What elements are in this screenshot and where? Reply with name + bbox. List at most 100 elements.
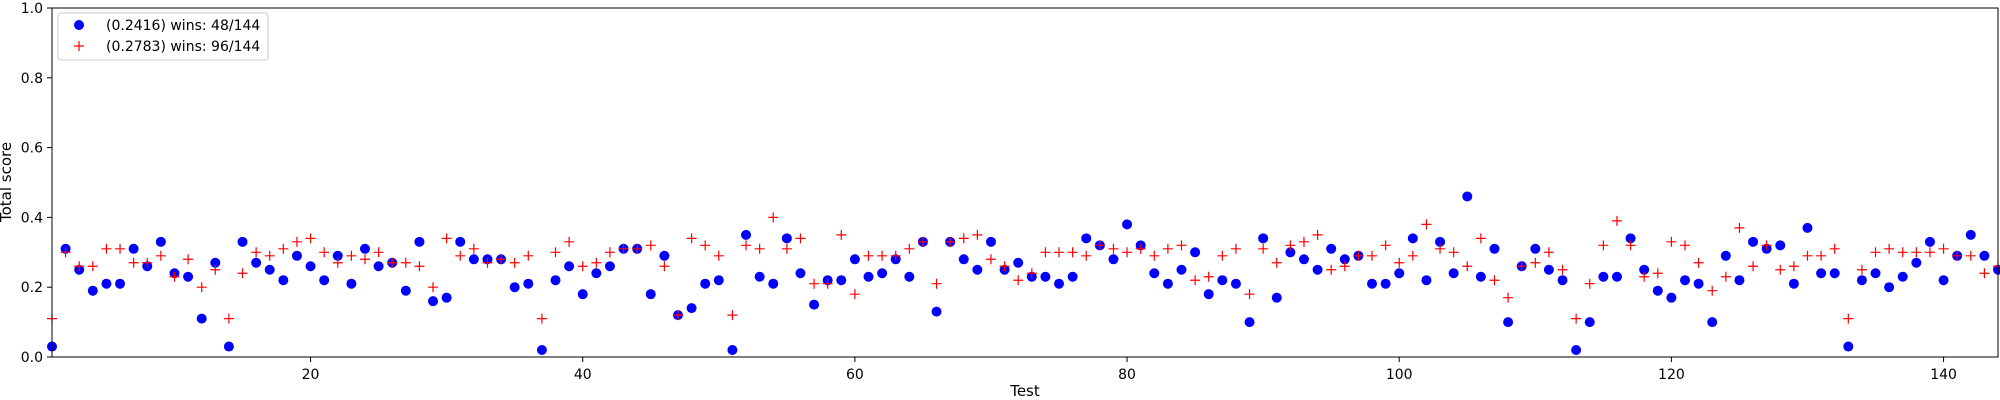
data-point-circle bbox=[550, 275, 561, 286]
data-point-plus bbox=[1693, 257, 1704, 268]
data-point-circle bbox=[183, 271, 194, 282]
data-point-plus bbox=[1843, 313, 1854, 324]
data-point-circle bbox=[645, 289, 656, 300]
data-point-circle bbox=[1067, 271, 1078, 282]
data-point-circle bbox=[210, 257, 221, 268]
data-point-plus bbox=[251, 247, 262, 258]
data-point-plus bbox=[1775, 264, 1786, 275]
data-point-plus bbox=[741, 240, 752, 251]
data-point-plus bbox=[659, 261, 670, 272]
y-axis: 0.0 0.2 0.4 0.6 0.8 1.0 bbox=[21, 1, 52, 366]
data-point-circle bbox=[836, 275, 847, 286]
data-point-circle bbox=[414, 236, 425, 247]
legend-marker-plus bbox=[74, 41, 84, 51]
data-point-plus bbox=[482, 257, 493, 268]
data-point-plus bbox=[1094, 240, 1105, 251]
data-point-circle bbox=[1938, 275, 1949, 286]
data-point-circle bbox=[1013, 257, 1024, 268]
data-point-plus bbox=[142, 257, 153, 268]
data-point-circle bbox=[536, 345, 547, 356]
data-point-plus bbox=[1666, 236, 1677, 247]
data-point-circle bbox=[1462, 191, 1473, 202]
data-point-circle bbox=[87, 285, 98, 296]
data-point-plus bbox=[1135, 243, 1146, 254]
data-point-plus bbox=[1829, 243, 1840, 254]
data-point-circle bbox=[523, 278, 534, 289]
data-point-circle bbox=[115, 278, 126, 289]
data-point-plus bbox=[278, 243, 289, 254]
data-point-circle bbox=[1911, 257, 1922, 268]
data-point-plus bbox=[373, 247, 384, 258]
data-point-plus bbox=[836, 229, 847, 240]
data-point-circle bbox=[1856, 275, 1867, 286]
data-point-plus bbox=[904, 243, 915, 254]
data-point-circle bbox=[809, 299, 820, 310]
data-point-plus bbox=[155, 250, 166, 261]
data-point-plus bbox=[1938, 243, 1949, 254]
data-point-circle bbox=[1611, 271, 1622, 282]
data-point-plus bbox=[196, 282, 207, 293]
data-point-circle bbox=[1326, 243, 1337, 254]
data-point-circle bbox=[1475, 271, 1486, 282]
data-point-plus bbox=[1421, 219, 1432, 230]
data-point-circle bbox=[1217, 275, 1228, 286]
data-point-circle bbox=[1979, 250, 1990, 261]
plot-frame bbox=[51, 7, 1999, 358]
data-point-circle bbox=[1530, 243, 1541, 254]
data-point-plus bbox=[945, 236, 956, 247]
data-point-circle bbox=[863, 271, 874, 282]
y-tick-label: 0.2 bbox=[21, 280, 43, 296]
data-point-plus bbox=[1435, 243, 1446, 254]
x-tick-label: 40 bbox=[574, 367, 592, 383]
data-point-circle bbox=[1394, 268, 1405, 279]
data-point-circle bbox=[1639, 264, 1650, 275]
x-tick-label: 20 bbox=[302, 367, 320, 383]
data-point-circle bbox=[768, 278, 779, 289]
x-tick-label: 120 bbox=[1658, 367, 1685, 383]
data-point-plus bbox=[1285, 240, 1296, 251]
data-point-plus bbox=[87, 261, 98, 272]
data-point-circle bbox=[727, 345, 738, 356]
data-point-circle bbox=[1965, 229, 1976, 240]
data-point-circle bbox=[1829, 268, 1840, 279]
data-point-circle bbox=[278, 275, 289, 286]
data-point-plus bbox=[305, 233, 316, 244]
data-point-plus bbox=[1802, 250, 1813, 261]
data-point-circle bbox=[455, 236, 466, 247]
data-point-circle bbox=[441, 292, 452, 303]
data-point-circle bbox=[781, 233, 792, 244]
data-point-circle bbox=[1680, 275, 1691, 286]
data-point-plus bbox=[1734, 222, 1745, 233]
data-point-plus bbox=[1013, 275, 1024, 286]
data-point-circle bbox=[1734, 275, 1745, 286]
data-point-plus bbox=[1067, 247, 1078, 258]
data-point-plus bbox=[1190, 275, 1201, 286]
data-point-plus bbox=[74, 261, 85, 272]
data-point-plus bbox=[60, 247, 71, 258]
data-point-circle bbox=[509, 282, 520, 293]
data-point-plus bbox=[346, 250, 357, 261]
data-point-circle bbox=[373, 261, 384, 272]
x-axis-title: Test bbox=[1009, 382, 1040, 400]
data-point-plus bbox=[1884, 243, 1895, 254]
data-point-plus bbox=[1026, 268, 1037, 279]
data-point-circle bbox=[577, 289, 588, 300]
data-point-plus bbox=[468, 243, 479, 254]
data-point-plus bbox=[101, 243, 112, 254]
data-point-plus bbox=[727, 310, 738, 321]
data-point-plus bbox=[115, 243, 126, 254]
data-point-plus bbox=[1924, 247, 1935, 258]
data-point-plus bbox=[1162, 243, 1173, 254]
data-point-circle bbox=[251, 257, 262, 268]
data-point-plus bbox=[1244, 289, 1255, 300]
data-point-circle bbox=[1081, 233, 1092, 244]
data-point-plus bbox=[1054, 247, 1065, 258]
data-point-plus bbox=[1394, 257, 1405, 268]
data-point-circle bbox=[1040, 271, 1051, 282]
y-axis-title: Total score bbox=[0, 142, 15, 223]
data-point-circle bbox=[264, 264, 275, 275]
data-point-plus bbox=[1448, 247, 1459, 258]
data-point-circle bbox=[591, 268, 602, 279]
data-point-circle bbox=[904, 271, 915, 282]
data-point-circle bbox=[1598, 271, 1609, 282]
